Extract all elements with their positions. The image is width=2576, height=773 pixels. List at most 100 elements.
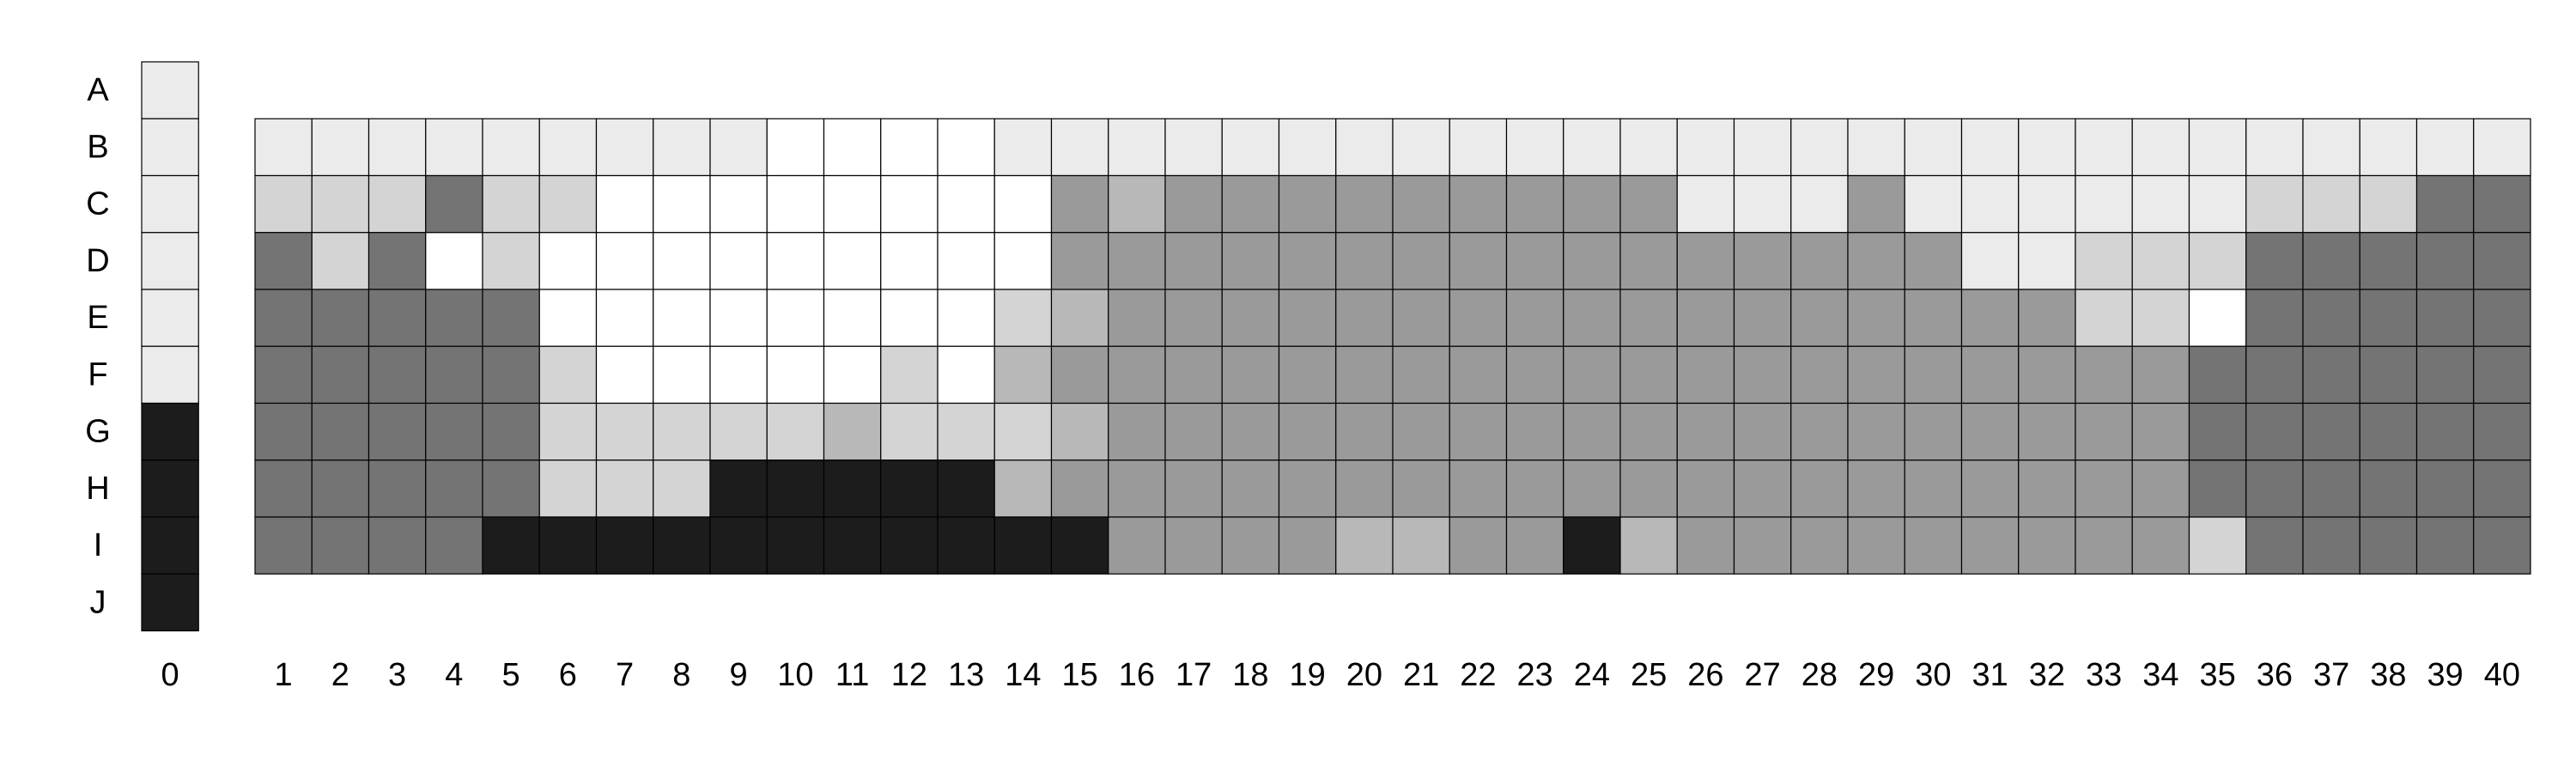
- cell-e-2: [311, 289, 370, 347]
- cell-c-7: [595, 174, 654, 234]
- cell-h-2: [311, 460, 370, 518]
- cell-b-34: [2131, 118, 2190, 177]
- cell-c-32: [2018, 174, 2076, 234]
- cell-b-3: [368, 118, 427, 177]
- cell-d-32: [2018, 232, 2076, 290]
- cell-d-21: [1392, 232, 1450, 290]
- cell-e-16: [1108, 289, 1166, 347]
- cell-i-17: [1164, 516, 1223, 575]
- cell-i-11: [823, 516, 882, 575]
- row-label-c: C: [86, 186, 109, 222]
- cell-g-26: [1676, 402, 1735, 461]
- cell-e-39: [2415, 289, 2475, 347]
- cell-c-8: [653, 174, 711, 234]
- column-label-1: 1: [275, 657, 293, 693]
- cell-g-4: [425, 402, 483, 461]
- cell-i-4: [425, 516, 483, 575]
- cell-g-2: [311, 402, 370, 461]
- cell-h-33: [2075, 460, 2133, 518]
- cell-f-3: [368, 345, 427, 405]
- cell-f-20: [1335, 345, 1394, 405]
- cell-i-26: [1676, 516, 1735, 575]
- row-label-g: G: [85, 414, 111, 450]
- cell-g-31: [1960, 402, 2020, 461]
- cell-d-26: [1676, 232, 1735, 290]
- cell-h-4: [425, 460, 483, 518]
- cell-g-27: [1733, 402, 1792, 461]
- cell-h-35: [2188, 460, 2247, 518]
- column-label-14: 14: [1005, 657, 1041, 693]
- cell-f-22: [1449, 345, 1508, 405]
- column-label-33: 33: [2086, 657, 2122, 693]
- cell-h-32: [2018, 460, 2076, 518]
- cell-h-24: [1563, 460, 1621, 518]
- cell-i-7: [595, 516, 654, 575]
- cell-c-11: [823, 174, 882, 234]
- cell-b-37: [2302, 118, 2360, 177]
- ref-cell-c: [141, 174, 199, 234]
- cell-h-36: [2245, 460, 2304, 518]
- cell-i-6: [538, 516, 598, 575]
- cell-e-33: [2075, 289, 2133, 347]
- column-label-7: 7: [616, 657, 634, 693]
- cell-g-11: [823, 402, 882, 461]
- cell-e-7: [595, 289, 654, 347]
- cell-i-1: [254, 516, 313, 575]
- column-label-27: 27: [1744, 657, 1780, 693]
- cell-h-31: [1960, 460, 2020, 518]
- cell-b-27: [1733, 118, 1792, 177]
- cell-i-30: [1904, 516, 1963, 575]
- cell-b-39: [2415, 118, 2475, 177]
- cell-e-22: [1449, 289, 1508, 347]
- cell-h-23: [1505, 460, 1564, 518]
- cell-c-16: [1108, 174, 1166, 234]
- cell-f-10: [766, 345, 825, 405]
- column-label-25: 25: [1631, 657, 1667, 693]
- column-label-24: 24: [1574, 657, 1610, 693]
- cell-f-24: [1563, 345, 1621, 405]
- cell-b-19: [1278, 118, 1337, 177]
- cell-g-25: [1619, 402, 1678, 461]
- cell-i-39: [2415, 516, 2475, 575]
- cell-c-1: [254, 174, 313, 234]
- cell-b-15: [1050, 118, 1109, 177]
- cell-b-1: [254, 118, 313, 177]
- cell-h-38: [2359, 460, 2418, 518]
- cell-i-15: [1050, 516, 1109, 575]
- cell-d-35: [2188, 232, 2247, 290]
- cell-g-40: [2473, 402, 2531, 461]
- cell-d-25: [1619, 232, 1678, 290]
- cell-h-22: [1449, 460, 1508, 518]
- cell-e-4: [425, 289, 483, 347]
- column-label-34: 34: [2142, 657, 2178, 693]
- cell-b-6: [538, 118, 598, 177]
- cell-e-8: [653, 289, 711, 347]
- cell-e-23: [1505, 289, 1564, 347]
- cell-d-1: [254, 232, 313, 290]
- cell-h-28: [1790, 460, 1849, 518]
- cell-c-12: [880, 174, 939, 234]
- cell-d-8: [653, 232, 711, 290]
- cell-c-19: [1278, 174, 1337, 234]
- cell-f-29: [1847, 345, 1905, 405]
- cell-g-34: [2131, 402, 2190, 461]
- cell-c-3: [368, 174, 427, 234]
- cell-c-31: [1960, 174, 2020, 234]
- column-label-11: 11: [835, 657, 869, 693]
- cell-g-14: [993, 402, 1053, 461]
- cell-i-20: [1335, 516, 1394, 575]
- cell-h-16: [1108, 460, 1166, 518]
- cell-h-27: [1733, 460, 1792, 518]
- cell-c-5: [482, 174, 540, 234]
- cell-g-36: [2245, 402, 2304, 461]
- cell-f-37: [2302, 345, 2360, 405]
- cell-c-38: [2359, 174, 2418, 234]
- column-label-20: 20: [1346, 657, 1382, 693]
- ref-cell-g: [141, 402, 199, 461]
- column-label-35: 35: [2199, 657, 2235, 693]
- cell-e-10: [766, 289, 825, 347]
- cell-c-26: [1676, 174, 1735, 234]
- cell-i-32: [2018, 516, 2076, 575]
- cell-h-21: [1392, 460, 1450, 518]
